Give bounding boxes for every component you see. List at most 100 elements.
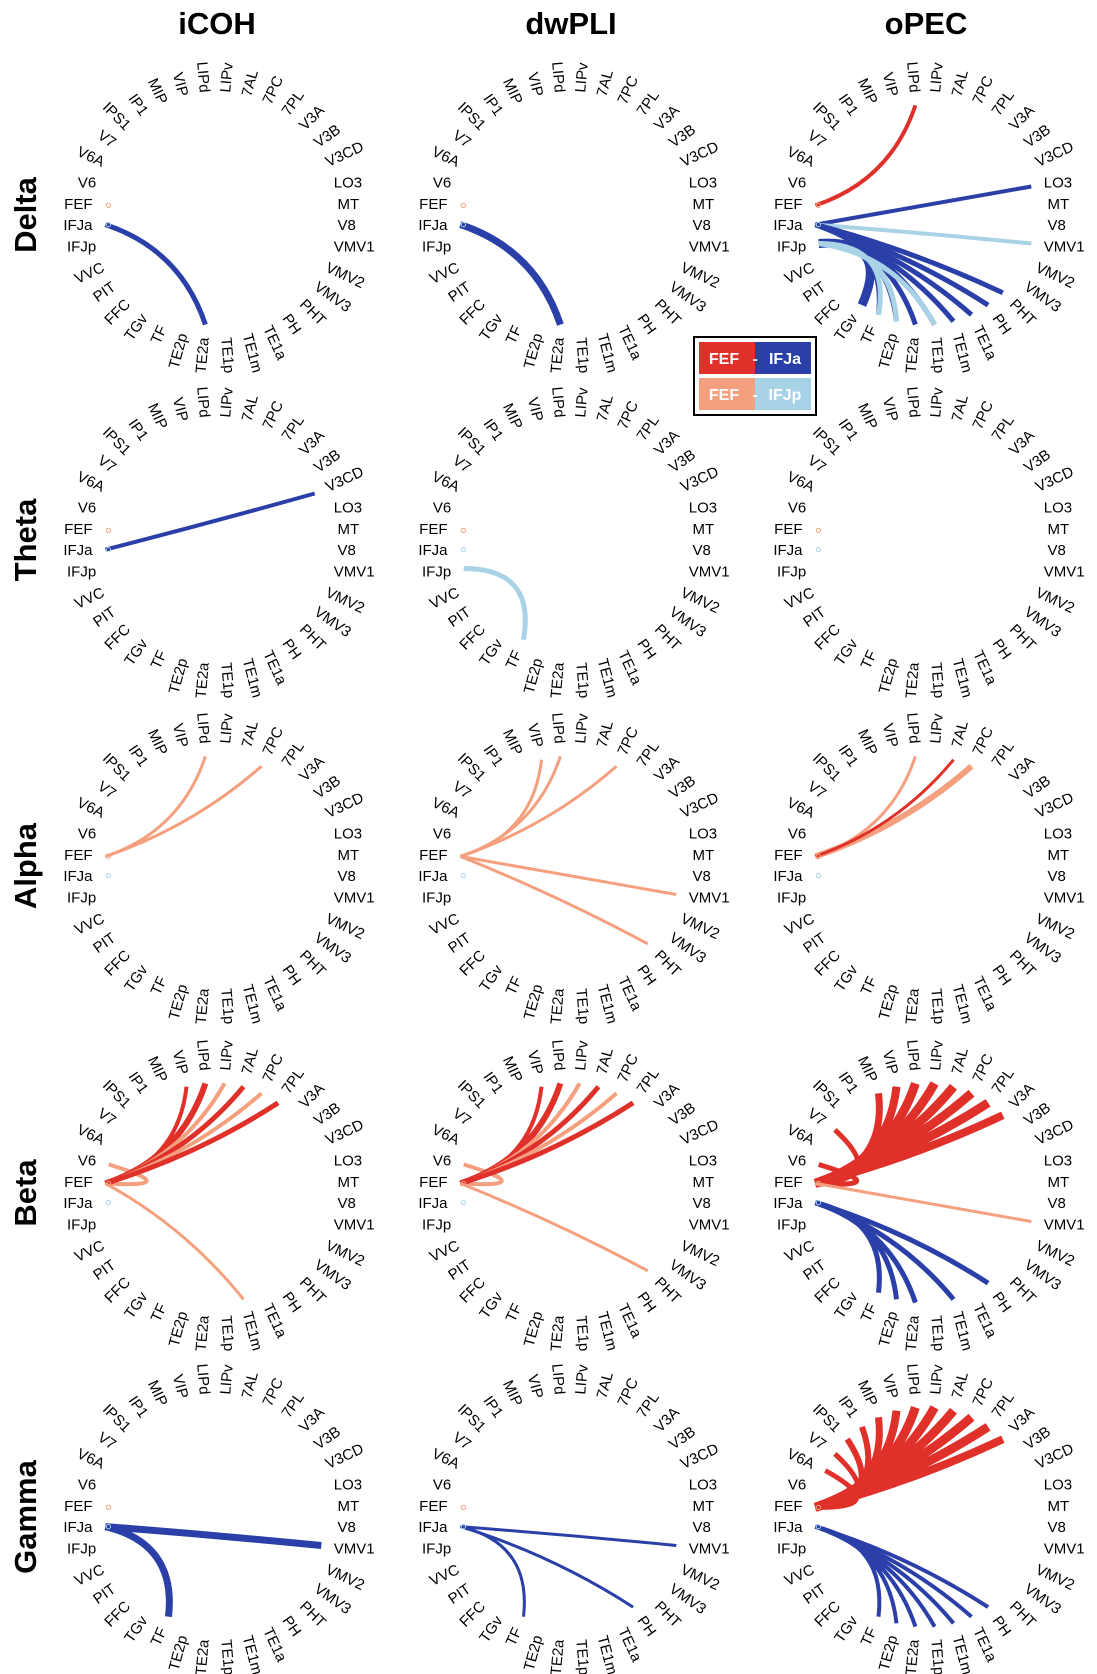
node-label-v8: V8 [693,868,711,885]
node-label-7al: 7AL [239,68,262,98]
link-fef-pht [460,1183,647,1270]
node-label-7al: 7AL [239,1046,262,1076]
node-label-mt: MT [338,521,360,538]
node-label-v6: V6 [788,500,806,517]
node-label-ifja: IFJa [63,868,93,885]
node-label-te2a: TE2a [193,661,213,699]
node-label-ifjp: IFJp [422,238,451,255]
node-label-v6a: V6A [784,1445,817,1472]
node-label-vip: VIP [169,1373,192,1401]
node-label-lipv: LIPv [217,1039,237,1071]
node-label-ip1: IP1 [125,1069,152,1097]
node-label-te1m: TE1m [594,657,621,700]
node-label-v8: V8 [338,1519,356,1536]
node-label-lipv: LIPv [217,712,237,744]
node-label-pit: PIT [445,1257,474,1284]
node-label-tf: TF [858,1625,881,1649]
node-label-ph: PH [279,962,305,989]
node-label-mt: MT [1048,1174,1070,1191]
panel-delta-dwpli: LIPv 7AL7PC7PLV3AV3BV3CDLO3MTV8VMV1VMV2VM… [418,61,729,375]
node-label-te1p: TE1p [217,988,237,1025]
node-label-vmv1: VMV1 [689,238,730,255]
node-label-te1p: TE1p [927,1639,947,1674]
node-label-lipv: LIPv [572,61,592,93]
node-label-mip: MIP [854,401,881,432]
legend: FEF - IFJa FEF - IFJp [694,337,816,415]
seed-marker-ifja [461,547,465,551]
node-label-mt: MT [338,1498,360,1515]
node-label-te2p: TE2p [166,1634,192,1673]
link-ifja-tf [105,1527,169,1617]
node-label-lipd: LIPd [548,1363,568,1395]
node-label-vip: VIP [169,71,192,99]
node-label-te1m: TE1m [239,657,266,700]
node-label-tf: TF [858,974,881,998]
node-label-te2p: TE2p [166,332,192,371]
node-label-pit: PIT [445,279,474,306]
panel-alpha-dwpli: LIPv 7AL7PC7PLV3AV3BV3CDLO3MTV8VMV1VMV2VM… [418,712,729,1026]
node-label-te1m: TE1m [949,332,976,375]
chord-panels: LIPv 7AL7PC7PLV3AV3BV3CDLO3MTV8VMV1VMV2VM… [63,61,1084,1674]
node-label-vip: VIP [524,1049,547,1077]
seed-marker-fef [106,203,110,207]
node-label-fef: FEF [419,847,447,864]
node-label-lipv: LIPv [217,386,237,418]
seed-marker-ifja [461,1200,465,1204]
panel-beta-icoh: LIPv 7AL7PC7PLV3AV3BV3CDLO3MTV8VMV1VMV2VM… [63,1039,374,1353]
node-label-te1p: TE1p [572,662,592,699]
node-label-v8: V8 [338,1195,356,1212]
node-label-lipd: LIPd [548,712,568,744]
node-label-tf: TF [858,1301,881,1325]
panel-alpha-icoh: LIPv 7AL7PC7PLV3AV3BV3CDLO3MTV8VMV1VMV2VM… [63,712,374,1026]
node-label-fef: FEF [64,847,92,864]
node-label-te1m: TE1m [949,983,976,1026]
node-label-pit: PIT [445,604,474,631]
node-label-ip1: IP1 [125,91,152,119]
node-label-mt: MT [693,1174,715,1191]
node-label-te1p: TE1p [217,662,237,699]
node-label-lo3: LO3 [1044,1153,1072,1170]
node-label-lipd: LIPd [193,386,213,418]
seed-marker-ifja [461,873,465,877]
node-label-mt: MT [693,1498,715,1515]
node-label-te1p: TE1p [927,1315,947,1352]
seed-marker-fef [461,528,465,532]
node-label-mip: MIP [144,76,171,107]
node-label-ifja: IFJa [63,217,93,234]
node-label-v7: V7 [449,127,474,151]
node-label-pit: PIT [90,604,119,631]
panel-theta-icoh: LIPv 7AL7PC7PLV3AV3BV3CDLO3MTV8VMV1VMV2VM… [63,386,374,700]
node-label-fef: FEF [419,196,447,213]
node-label-vip: VIP [879,396,902,424]
node-label-pit: PIT [90,1257,119,1284]
node-label-v7: V7 [94,1105,119,1129]
node-label-ifjp: IFJp [777,889,806,906]
node-label-lipd: LIPd [903,712,923,744]
node-label-v6: V6 [78,500,96,517]
node-label-mt: MT [693,196,715,213]
node-label-ifjp: IFJp [777,563,806,580]
node-label-ifja: IFJa [63,1195,93,1212]
node-label-pit: PIT [445,1581,474,1608]
node-label-te2a: TE2a [193,987,213,1025]
legend-row1-sep: - [752,351,757,368]
node-label-v7: V7 [94,452,119,476]
row-header-beta: Beta [8,1159,43,1227]
node-label-ifjp: IFJp [777,1216,806,1233]
node-label-v6: V6 [788,1153,806,1170]
node-label-te1m: TE1m [594,332,621,375]
column-header-icoh: iCOH [178,6,256,41]
node-label-ip1: IP1 [835,416,862,444]
node-label-vip: VIP [169,396,192,424]
row-header-alpha: Alpha [8,822,43,909]
node-label-v8: V8 [1048,868,1066,885]
column-header-opec: oPEC [885,6,968,41]
node-label-te2a: TE2a [548,1638,568,1674]
node-label-mip: MIP [854,1378,881,1409]
node-label-v6a: V6A [74,468,107,495]
node-label-lipv: LIPv [927,1363,947,1395]
node-label-lipv: LIPv [572,386,592,418]
node-label-v8: V8 [338,542,356,559]
node-label-te1p: TE1p [217,337,237,374]
